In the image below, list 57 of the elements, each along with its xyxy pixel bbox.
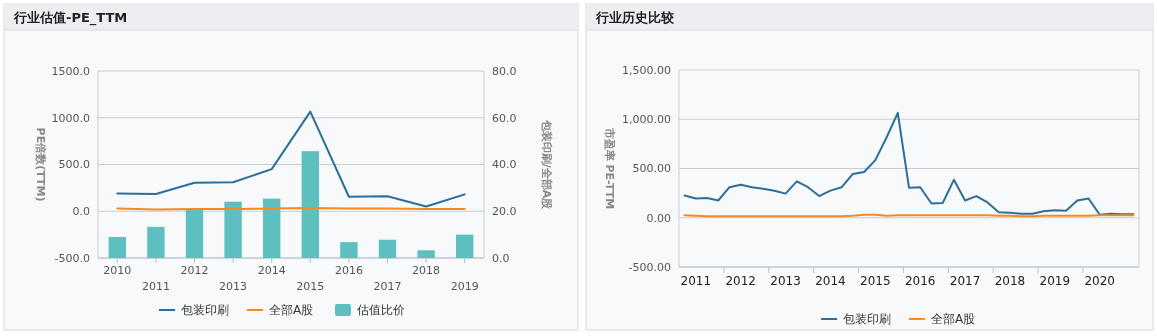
x-tick-label: 2013 bbox=[770, 274, 801, 288]
x-tick-label: 2015 bbox=[860, 274, 891, 288]
x-tick-label: 2014 bbox=[815, 274, 846, 288]
y-tick-label: 1500.0 bbox=[51, 64, 90, 78]
x-tick-label: 2014 bbox=[257, 264, 286, 277]
y-tick-label: 0.0 bbox=[72, 205, 90, 219]
bar bbox=[185, 208, 204, 258]
x-tick-label: 2015 bbox=[296, 280, 325, 293]
y-tick-label: 1,500.00 bbox=[622, 63, 671, 77]
bar bbox=[224, 201, 242, 258]
x-tick-label: 2011 bbox=[680, 274, 712, 288]
legend-label: 包装印刷 bbox=[181, 303, 229, 318]
y-tick-label: 500.0 bbox=[58, 158, 90, 172]
x-tick-label: 2012 bbox=[180, 264, 209, 277]
legend-label: 全部A股 bbox=[269, 303, 314, 318]
y-axis-title: PE倍数(TTM) bbox=[34, 127, 47, 202]
x-tick-label: 2016 bbox=[334, 264, 363, 277]
bar bbox=[378, 239, 397, 258]
chart-title: 行业历史比较 bbox=[595, 9, 675, 25]
bar bbox=[263, 198, 281, 258]
x-tick-label: 2019 bbox=[450, 280, 479, 293]
y-axis-title: 市盈率 PE-TTM bbox=[603, 126, 616, 210]
x-tick-label: 2020 bbox=[1084, 274, 1116, 288]
y-tick-label: -500.00 bbox=[628, 260, 671, 274]
legend-label: 全部A股 bbox=[931, 312, 976, 327]
x-tick-label: 2010 bbox=[103, 264, 132, 277]
chart-title: 行业估值-PE_TTM bbox=[13, 9, 128, 26]
x-tick-label: 2013 bbox=[219, 280, 248, 293]
bar bbox=[108, 236, 126, 258]
x-tick-label: 2016 bbox=[904, 274, 936, 288]
x-tick-label: 2018 bbox=[994, 274, 1026, 288]
y2-tick-label: 80.0 bbox=[492, 64, 517, 78]
x-tick-label: 2017 bbox=[373, 280, 402, 293]
y-tick-label: 0.00 bbox=[646, 211, 671, 225]
y2-tick-label: 0.0 bbox=[492, 251, 510, 265]
y2-tick-label: 20.0 bbox=[492, 205, 517, 219]
bar bbox=[340, 242, 358, 258]
bar bbox=[147, 226, 165, 258]
x-tick-label: 2017 bbox=[949, 274, 981, 288]
y-tick-label: 1,000.00 bbox=[622, 113, 671, 127]
y2-tick-label: 40.0 bbox=[492, 158, 517, 172]
y-tick-label: 500.00 bbox=[632, 162, 671, 176]
legend-label: 包装印刷 bbox=[843, 312, 891, 327]
legend-label: 估值比价 bbox=[356, 303, 405, 318]
bar bbox=[301, 151, 319, 258]
x-tick-label: 2018 bbox=[412, 264, 441, 277]
bar bbox=[417, 250, 435, 258]
line-series bbox=[683, 111, 1135, 216]
x-tick-label: 2019 bbox=[1039, 274, 1071, 288]
bar bbox=[456, 234, 474, 258]
y2-tick-label: 60.0 bbox=[492, 111, 517, 125]
y2-axis-title: 包装印刷/全部A股 bbox=[540, 118, 553, 211]
x-tick-label: 2012 bbox=[725, 274, 756, 288]
y-tick-label: -500.0 bbox=[54, 251, 90, 265]
line-series bbox=[116, 110, 466, 208]
y-tick-label: 1000.0 bbox=[51, 111, 90, 125]
x-tick-label: 2011 bbox=[141, 280, 170, 293]
